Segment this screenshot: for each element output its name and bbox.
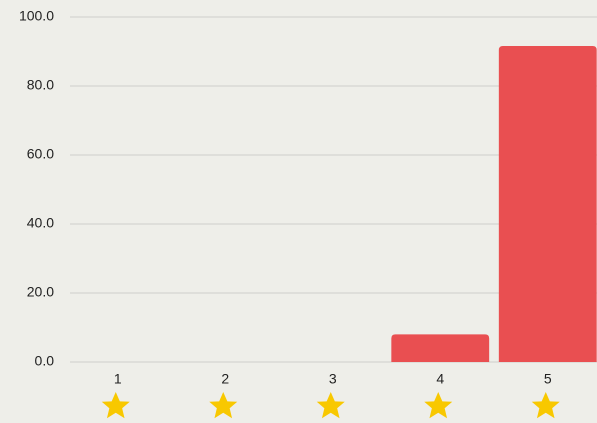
bar — [498, 45, 597, 362]
y-tick-label: 40.0 — [27, 215, 54, 231]
x-tick-label: 1 — [114, 371, 122, 387]
y-tick-label: 100.0 — [19, 8, 54, 24]
x-tick-label: 2 — [221, 371, 229, 387]
x-tick-label: 4 — [436, 371, 444, 387]
y-tick-label: 80.0 — [27, 77, 54, 93]
bar — [391, 334, 490, 362]
y-tick-label: 0.0 — [35, 353, 55, 369]
x-tick-label: 3 — [329, 371, 337, 387]
x-tick-label: 5 — [544, 371, 552, 387]
y-tick-label: 60.0 — [27, 146, 54, 162]
y-tick-label: 20.0 — [27, 284, 54, 300]
